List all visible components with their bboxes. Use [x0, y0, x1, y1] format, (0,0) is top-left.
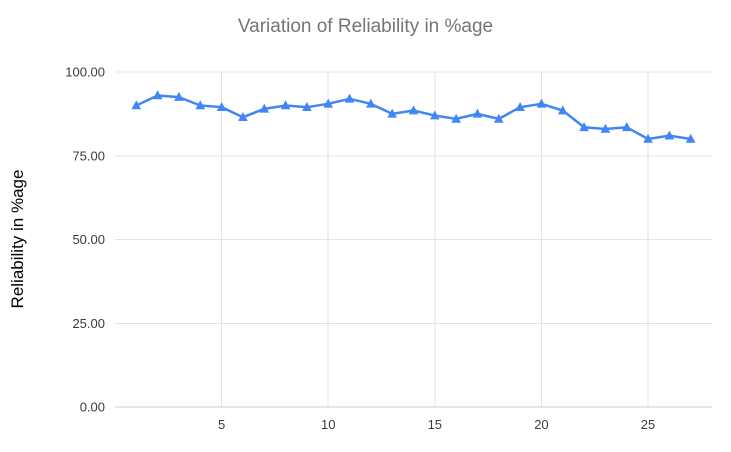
- series-marker: [536, 98, 547, 108]
- series-marker: [387, 108, 397, 118]
- series-marker: [430, 110, 440, 120]
- series-marker: [451, 113, 461, 123]
- series-marker: [515, 101, 525, 111]
- x-tick-label: 25: [641, 417, 655, 432]
- x-tick-label: 10: [321, 417, 335, 432]
- series-marker: [600, 123, 611, 133]
- y-tick-label: 25.00: [72, 316, 105, 331]
- series-marker: [579, 122, 589, 132]
- series-marker: [685, 133, 696, 143]
- y-tick-label: 75.00: [72, 148, 105, 163]
- series-marker: [664, 130, 675, 140]
- series-marker: [621, 122, 632, 132]
- x-tick-label: 5: [218, 417, 225, 432]
- series-marker: [238, 112, 248, 122]
- series-marker: [493, 113, 504, 123]
- series-marker: [131, 100, 142, 110]
- series-marker: [557, 105, 568, 115]
- y-tick-label: 100.00: [65, 65, 105, 80]
- series-marker: [152, 90, 163, 100]
- y-tick-label: 0.00: [80, 400, 105, 415]
- series-marker: [302, 101, 312, 111]
- x-tick-label: 15: [428, 417, 442, 432]
- series-marker: [323, 98, 334, 108]
- x-tick-label: 20: [534, 417, 548, 432]
- series-marker: [195, 100, 206, 110]
- series-marker: [643, 133, 653, 143]
- series-marker: [344, 93, 355, 103]
- series-marker: [472, 108, 483, 118]
- y-tick-label: 50.00: [72, 232, 105, 247]
- series-marker: [259, 103, 270, 113]
- chart-title: Variation of Reliability in %age: [237, 16, 494, 37]
- series-marker: [174, 91, 184, 101]
- series-marker: [280, 100, 291, 110]
- series-marker: [366, 98, 376, 108]
- series-marker: [216, 101, 227, 111]
- series-marker: [408, 105, 419, 115]
